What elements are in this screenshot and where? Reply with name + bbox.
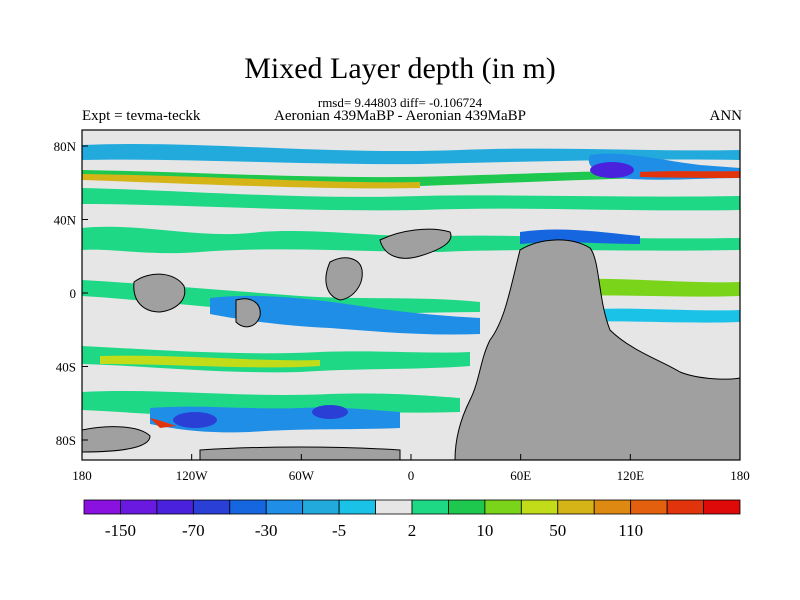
comparison-label: Aeronian 439MaBP - Aeronian 439MaBP bbox=[274, 108, 526, 124]
colorbar-swatch bbox=[229, 499, 267, 515]
contour-band bbox=[210, 295, 480, 335]
colorbar-swatch bbox=[703, 499, 741, 515]
contour-band bbox=[560, 278, 740, 297]
colorbar-swatch bbox=[375, 499, 413, 515]
colorbar-swatch bbox=[302, 499, 340, 515]
lat-tick-label: 40N bbox=[54, 213, 77, 228]
lon-tick-label: 180 bbox=[730, 468, 750, 483]
colorbar-swatch bbox=[630, 499, 668, 515]
map-axes: 80N 40N 0 40S 80S 180 120W 60W 0 60E 120E 180 bbox=[54, 139, 750, 483]
experiment-label: Expt = tevma-teckk bbox=[82, 108, 201, 124]
colorbar-swatch bbox=[120, 499, 158, 515]
season-label: ANN bbox=[709, 108, 743, 124]
lon-tick-label: 60W bbox=[289, 468, 315, 483]
land-mass bbox=[379, 228, 452, 259]
contour-band bbox=[100, 355, 320, 368]
lon-tick-label: 120W bbox=[176, 468, 209, 483]
colorbar-swatch bbox=[338, 499, 376, 515]
lat-tick-label: 0 bbox=[70, 286, 77, 301]
contour-band bbox=[640, 171, 740, 178]
colorbar-swatch bbox=[265, 499, 304, 515]
lon-tick-label: 180 bbox=[72, 468, 92, 483]
contour-band bbox=[590, 162, 634, 178]
colorbar-label: 10 bbox=[476, 521, 493, 540]
lon-tick-label: 0 bbox=[408, 468, 415, 483]
colorbar-swatch bbox=[448, 499, 486, 515]
contour-band bbox=[312, 405, 348, 419]
stats-line: rmsd= 9.44803 diff= -0.106724 bbox=[317, 95, 483, 110]
colorbar-swatch bbox=[83, 499, 121, 515]
colorbar-swatch bbox=[156, 499, 194, 515]
land-mass bbox=[325, 257, 363, 301]
land-mass bbox=[454, 239, 740, 460]
colorbar-swatch bbox=[520, 499, 559, 515]
lat-tick-label: 40S bbox=[56, 360, 76, 375]
colorbar-swatch bbox=[666, 499, 704, 515]
land-mass bbox=[82, 426, 151, 453]
contour-band bbox=[82, 188, 740, 211]
contour-band bbox=[82, 143, 740, 165]
colorbar-swatch bbox=[484, 499, 522, 515]
colorbar-label: -150 bbox=[105, 521, 136, 540]
colorbar-swatch bbox=[557, 499, 595, 515]
contour-band bbox=[173, 412, 217, 428]
contour-band bbox=[570, 308, 740, 323]
lat-tick-label: 80N bbox=[54, 139, 77, 154]
colorbar-swatch bbox=[593, 499, 632, 515]
colorbar-label: 2 bbox=[408, 521, 417, 540]
lon-tick-label: 60E bbox=[510, 468, 531, 483]
contour-band bbox=[82, 346, 470, 373]
colorbar-label: 110 bbox=[618, 521, 643, 540]
land-mass bbox=[199, 446, 401, 460]
map-title: Mixed Layer depth (in m) bbox=[244, 52, 556, 85]
colorbar-label: -5 bbox=[332, 521, 346, 540]
colorbar-swatch bbox=[192, 499, 231, 515]
land-mass bbox=[133, 273, 186, 313]
colorbar-label: -30 bbox=[255, 521, 278, 540]
land-mass bbox=[235, 298, 261, 328]
colorbar: -150 -70 -30 -5 2 10 50 110 bbox=[83, 499, 741, 540]
lat-tick-label: 80S bbox=[56, 433, 76, 448]
lon-tick-label: 120E bbox=[617, 468, 645, 483]
colorbar-label: 50 bbox=[549, 521, 566, 540]
contour-band bbox=[82, 174, 420, 189]
map-field bbox=[82, 130, 740, 460]
colorbar-swatch bbox=[411, 499, 449, 515]
colorbar-label: -70 bbox=[182, 521, 205, 540]
contour-band bbox=[150, 418, 176, 428]
